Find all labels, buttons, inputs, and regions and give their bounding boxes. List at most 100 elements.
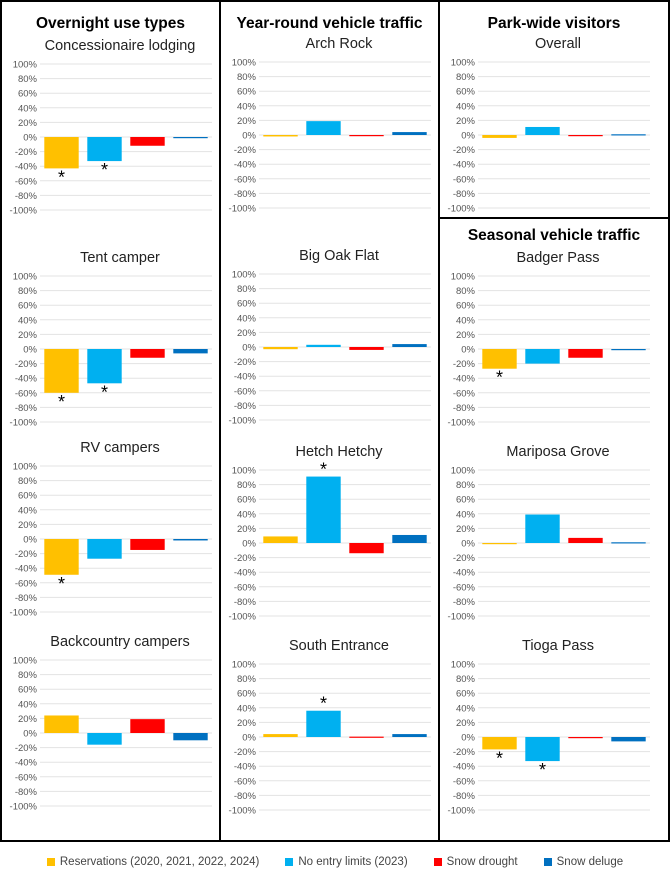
y-tick-label: 60% bbox=[456, 689, 476, 700]
y-tick-label: -60% bbox=[453, 388, 476, 399]
y-tick-label: -100% bbox=[229, 204, 257, 215]
legend-swatch bbox=[433, 858, 442, 866]
y-tick-label: -20% bbox=[234, 553, 257, 564]
y-tick-label: -100% bbox=[10, 418, 38, 429]
bar-snow-deluge bbox=[611, 349, 646, 351]
y-tick-label: -80% bbox=[453, 597, 476, 608]
y-tick-label: 80% bbox=[456, 674, 476, 685]
bar-reservations bbox=[263, 536, 298, 543]
y-tick-label: -100% bbox=[229, 806, 257, 817]
bar-no-entry-limits bbox=[306, 476, 341, 543]
bar-snow-drought bbox=[568, 349, 603, 358]
y-tick-label: -20% bbox=[15, 549, 38, 560]
bar-snow-deluge bbox=[392, 344, 427, 347]
bar-snow-drought bbox=[568, 537, 603, 543]
y-tick-label: 40% bbox=[18, 699, 38, 710]
y-tick-label: -100% bbox=[10, 608, 38, 619]
y-tick-label: 60% bbox=[237, 495, 257, 506]
y-tick-label: -80% bbox=[15, 593, 38, 604]
y-tick-label: -20% bbox=[453, 747, 476, 758]
bar-snow-drought bbox=[349, 736, 384, 738]
panel-arch-rock: Arch Rock 100% 80% 60% 40% 20% 0% -20% -40% -60% -… bbox=[223, 34, 435, 219]
bar-no-entry-limits bbox=[306, 710, 341, 737]
panel-tioga-pass: Tioga Pass 100% 80% 60% 40% 20% 0% -20% -40% -60%… bbox=[442, 636, 654, 821]
y-tick-label: 60% bbox=[237, 689, 257, 700]
bar-snow-drought bbox=[130, 349, 165, 358]
bar-reservations bbox=[482, 543, 517, 545]
y-tick-label: 40% bbox=[18, 103, 38, 114]
y-tick-label: -40% bbox=[234, 762, 257, 773]
bar-snow-drought bbox=[568, 135, 603, 137]
bar-snow-drought bbox=[349, 135, 384, 137]
y-tick-label: 0% bbox=[461, 131, 475, 142]
bar-chart: 100% 80% 60% 40% 20% 0% -20% -40% -60% -80% -100% bbox=[229, 58, 431, 215]
bar-snow-deluge bbox=[392, 132, 427, 135]
legend-label: Reservations (2020, 2021, 2022, 2024) bbox=[59, 856, 260, 868]
y-tick-label: 100% bbox=[232, 270, 257, 281]
panel-title: RV campers bbox=[80, 440, 160, 456]
y-tick-label: -20% bbox=[15, 743, 38, 754]
bar-no-entry-limits bbox=[87, 539, 122, 559]
y-tick-label: 80% bbox=[456, 480, 476, 491]
y-tick-label: 60% bbox=[237, 87, 257, 98]
y-tick-label: -60% bbox=[234, 776, 257, 787]
significance-marker: * bbox=[320, 694, 327, 714]
bar-snow-deluge bbox=[173, 137, 208, 139]
y-tick-label: -80% bbox=[15, 787, 38, 798]
panel-title: Big Oak Flat bbox=[299, 248, 379, 264]
legend-item: No entry limits (2023) bbox=[285, 856, 408, 868]
significance-marker: * bbox=[101, 382, 108, 402]
y-tick-label: 100% bbox=[451, 272, 476, 283]
y-tick-label: 40% bbox=[237, 703, 257, 714]
bar-snow-deluge bbox=[611, 542, 646, 544]
y-tick-label: -20% bbox=[234, 747, 257, 758]
divider bbox=[438, 217, 670, 219]
bar-snow-deluge bbox=[611, 134, 646, 136]
y-tick-label: -20% bbox=[234, 357, 257, 368]
bar-no-entry-limits bbox=[525, 126, 560, 135]
y-tick-label: -60% bbox=[234, 174, 257, 185]
bar-no-entry-limits bbox=[87, 137, 122, 162]
legend-swatch bbox=[285, 858, 294, 866]
y-tick-label: 20% bbox=[237, 328, 257, 339]
y-tick-label: -100% bbox=[229, 612, 257, 623]
y-tick-label: 80% bbox=[18, 74, 38, 85]
panel-title: Badger Pass bbox=[516, 250, 600, 266]
bar-snow-drought bbox=[349, 543, 384, 554]
panel-title: Tioga Pass bbox=[522, 638, 594, 654]
y-tick-label: -80% bbox=[453, 403, 476, 414]
y-tick-label: -60% bbox=[15, 578, 38, 589]
y-tick-label: 60% bbox=[456, 301, 476, 312]
y-tick-label: -60% bbox=[234, 386, 257, 397]
bar-reservations bbox=[44, 539, 79, 575]
panel-title: Arch Rock bbox=[305, 36, 373, 52]
y-tick-label: -40% bbox=[15, 162, 38, 173]
bar-no-entry-limits bbox=[306, 121, 341, 135]
legend-item: Snow deluge bbox=[543, 856, 623, 868]
y-tick-label: -60% bbox=[234, 582, 257, 593]
y-tick-label: 100% bbox=[451, 660, 476, 671]
significance-marker: * bbox=[58, 574, 65, 594]
y-tick-label: 80% bbox=[18, 286, 38, 297]
y-tick-label: 80% bbox=[237, 480, 257, 491]
y-tick-label: -100% bbox=[448, 204, 476, 215]
panel-title: Overall bbox=[535, 36, 581, 52]
significance-marker: * bbox=[496, 748, 503, 768]
y-tick-label: -40% bbox=[15, 374, 38, 385]
y-tick-label: 0% bbox=[23, 535, 37, 546]
bar-snow-drought bbox=[349, 347, 384, 350]
bar-reservations bbox=[482, 737, 517, 750]
panel-hetch-hetchy: Hetch Hetchy 100% 80% 60% 40% 20% 0% -20% -40% -6… bbox=[223, 442, 435, 627]
legend: Reservations (2020, 2021, 2022, 2024) No… bbox=[0, 856, 670, 868]
y-tick-label: 20% bbox=[237, 718, 257, 729]
panel-overall: Overall 100% 80% 60% 40% 20% 0% -20% -40% -60% -80… bbox=[442, 34, 654, 219]
bar-chart: 100% 80% 60% 40% 20% 0% -20% -40% -60% -80% -100% *… bbox=[448, 660, 650, 817]
bar-chart: 100% 80% 60% 40% 20% 0% -20% -40% -60% -80% -100% bbox=[10, 656, 212, 813]
bar-snow-deluge bbox=[173, 539, 208, 541]
y-tick-label: 100% bbox=[451, 58, 476, 69]
y-tick-label: 40% bbox=[18, 315, 38, 326]
significance-marker: * bbox=[320, 462, 327, 480]
y-tick-label: 60% bbox=[456, 87, 476, 98]
y-tick-label: 100% bbox=[232, 660, 257, 671]
